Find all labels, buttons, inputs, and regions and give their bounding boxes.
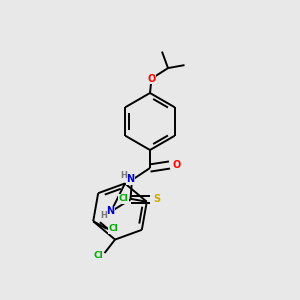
Text: H: H <box>100 211 106 220</box>
Text: Cl: Cl <box>93 251 103 260</box>
Text: H: H <box>120 171 127 180</box>
Text: O: O <box>147 74 156 84</box>
Text: O: O <box>173 160 181 170</box>
Text: Cl: Cl <box>119 194 129 203</box>
Text: N: N <box>106 206 115 217</box>
Text: S: S <box>153 194 160 205</box>
Text: Cl: Cl <box>108 224 118 233</box>
Text: N: N <box>126 174 135 184</box>
